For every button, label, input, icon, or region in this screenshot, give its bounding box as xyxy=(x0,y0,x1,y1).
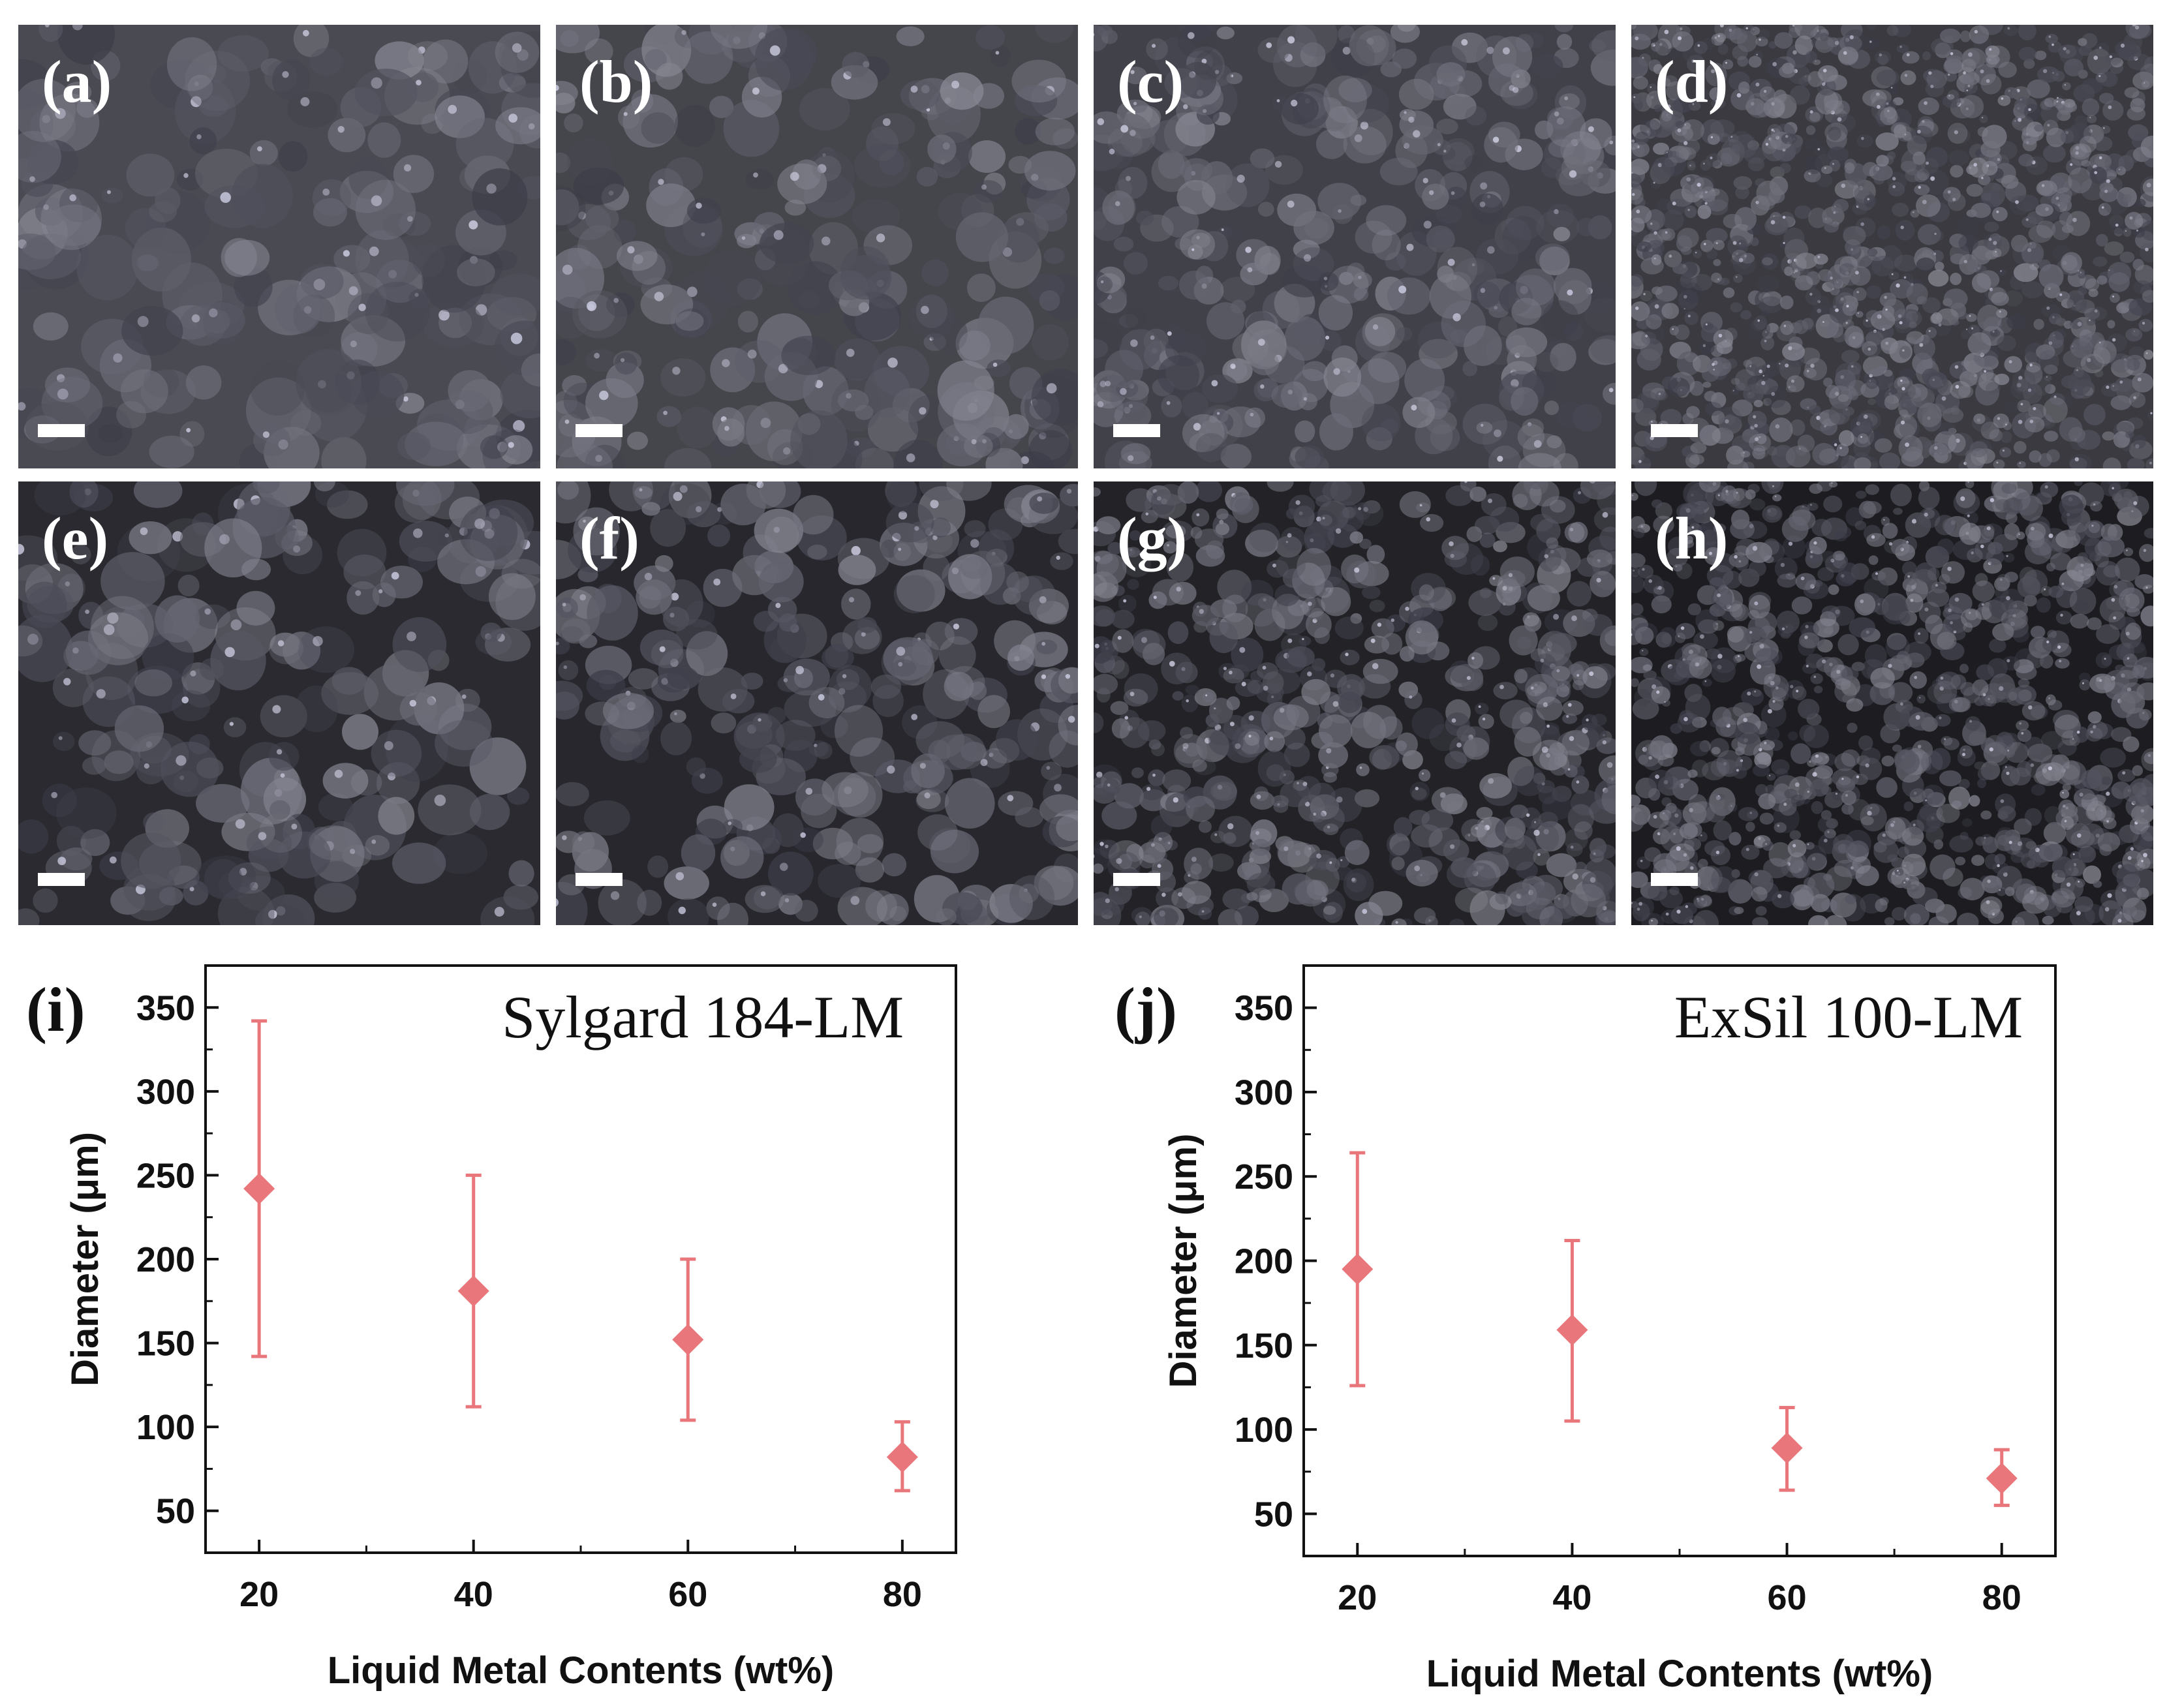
panel-label: (f) xyxy=(579,505,639,572)
x-axis-label: Liquid Metal Contents (wt%) xyxy=(1426,1653,1933,1695)
x-tick-label: 60 xyxy=(668,1575,707,1614)
scale-bar xyxy=(576,873,622,886)
data-point xyxy=(1556,1314,1588,1346)
chart-title: Sylgard 184-LM xyxy=(502,984,904,1050)
scale-bar xyxy=(1651,873,1698,886)
particle-texture xyxy=(1094,481,1616,925)
particle-texture xyxy=(556,481,1078,925)
micrograph-h: (h) xyxy=(1631,481,2153,925)
scale-bar xyxy=(38,424,85,437)
x-tick-label: 60 xyxy=(1768,1578,1807,1617)
x-tick-label: 80 xyxy=(883,1575,922,1614)
x-tick-label: 20 xyxy=(1338,1578,1377,1617)
x-tick-label: 80 xyxy=(1982,1578,2021,1617)
x-tick-label: 20 xyxy=(239,1575,279,1614)
particle-texture xyxy=(1631,481,2153,925)
scale-bar xyxy=(1113,424,1160,437)
x-tick-label: 40 xyxy=(454,1575,493,1614)
y-tick-label: 100 xyxy=(136,1408,195,1447)
panel-label: (c) xyxy=(1117,48,1184,115)
y-tick-label: 100 xyxy=(1235,1411,1293,1450)
x-axis-label: Liquid Metal Contents (wt%) xyxy=(328,1649,835,1692)
micrograph-f: (f) xyxy=(556,481,1078,925)
y-axis-label: Diameter (μm) xyxy=(1162,1133,1205,1388)
chart-panel-label: (j) xyxy=(1114,975,1177,1045)
scale-bar xyxy=(576,424,622,437)
panel-label: (e) xyxy=(42,505,108,572)
panel-label: (d) xyxy=(1655,48,1728,115)
plot-frame xyxy=(204,964,957,1554)
scale-bar xyxy=(1113,873,1160,886)
particle-texture xyxy=(1094,25,1616,468)
micrograph-g: (g) xyxy=(1094,481,1616,925)
chart-title: ExSil 100-LM xyxy=(1674,984,2023,1050)
panel-label: (h) xyxy=(1655,505,1728,572)
y-tick-label: 350 xyxy=(1235,989,1293,1028)
y-tick-label: 150 xyxy=(136,1324,195,1364)
data-point xyxy=(243,1173,275,1204)
micrograph-b: (b) xyxy=(556,25,1078,468)
x-tick-label: 40 xyxy=(1552,1578,1591,1617)
data-point xyxy=(672,1324,704,1356)
y-tick-label: 300 xyxy=(136,1073,195,1112)
scale-bar xyxy=(1651,424,1698,437)
panel-label: (b) xyxy=(579,48,653,115)
y-axis-label: Diameter (μm) xyxy=(64,1132,106,1386)
y-tick-label: 300 xyxy=(1235,1073,1293,1112)
plot-frame xyxy=(1302,964,2057,1557)
y-tick-label: 250 xyxy=(1235,1157,1293,1197)
particle-texture xyxy=(18,25,540,468)
chart-i: 50 100 150 200 250 300 350 20 40 60 80 (i) Sylgard 1… xyxy=(26,964,957,1692)
y-tick-label: 200 xyxy=(1235,1242,1293,1281)
data-point xyxy=(886,1441,918,1473)
scale-bar xyxy=(38,873,85,886)
data-point xyxy=(1771,1432,1803,1464)
particle-texture xyxy=(1631,25,2153,468)
particle-texture xyxy=(556,25,1078,468)
data-point xyxy=(1342,1253,1374,1285)
y-tick-label: 150 xyxy=(1235,1326,1293,1365)
micrograph-a: (a) xyxy=(18,25,540,468)
micrograph-e: (e) xyxy=(18,481,540,925)
y-tick-label: 50 xyxy=(156,1492,195,1531)
data-point xyxy=(457,1275,489,1307)
chart-j: 50 100 150 200 250 300 350 20 40 60 80 (j) ExSil 100… xyxy=(1114,964,2057,1695)
panel-label: (g) xyxy=(1117,505,1187,572)
micrograph-d: (d) xyxy=(1631,25,2153,468)
y-tick-label: 50 xyxy=(1254,1495,1293,1534)
y-tick-label: 350 xyxy=(136,988,195,1028)
data-point xyxy=(1986,1463,2018,1495)
y-tick-label: 250 xyxy=(136,1156,195,1195)
chart-panel-label: (i) xyxy=(26,975,85,1045)
panel-label: (a) xyxy=(42,48,112,115)
charts-area: 50 100 150 200 250 300 350 20 40 60 80 (i) Sylgard 1… xyxy=(26,964,2057,1695)
micrograph-c: (c) xyxy=(1094,25,1616,468)
y-tick-label: 200 xyxy=(136,1240,195,1279)
